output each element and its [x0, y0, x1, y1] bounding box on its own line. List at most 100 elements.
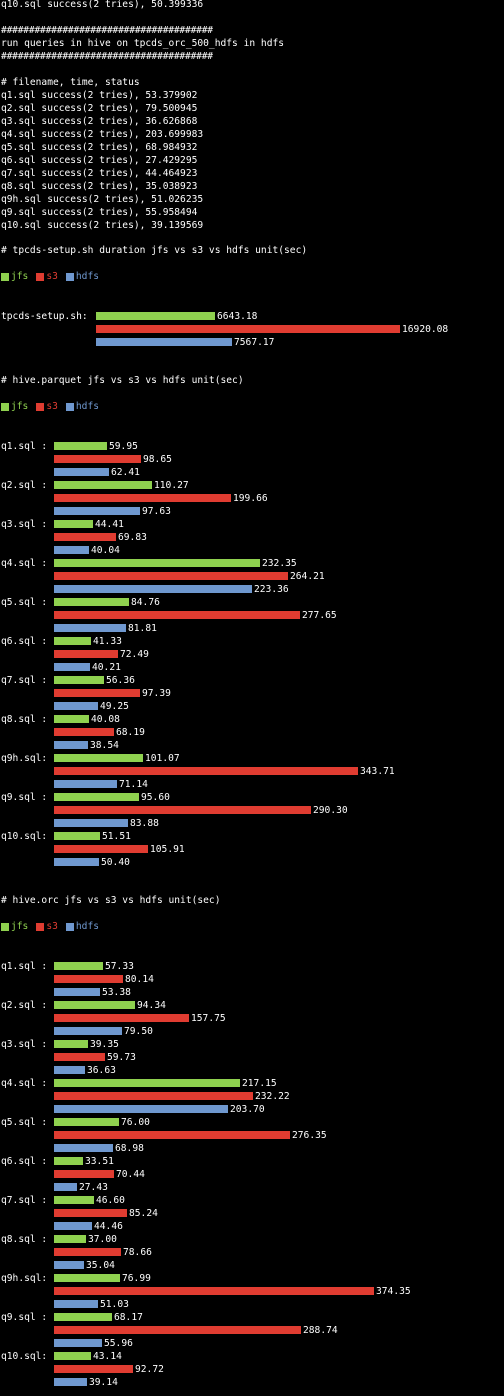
bar-hdfs	[54, 1105, 228, 1113]
bar-hdfs	[54, 507, 140, 515]
value-label-s3: 374.35	[376, 1286, 411, 1297]
value-label-hdfs: 38.54	[90, 740, 119, 751]
log-line: q2.sql success(2 tries), 79.500945	[1, 103, 198, 114]
chart-title: # hive.orc jfs vs s3 vs hdfs unit(sec)	[1, 895, 221, 906]
legend-swatch-s3	[36, 922, 45, 931]
legend-swatch-jfs	[1, 272, 9, 281]
bar-s3	[54, 689, 140, 697]
category-label: q8.sql :	[1, 714, 48, 725]
bar-s3	[54, 611, 300, 619]
category-label: q6.sql :	[1, 636, 48, 647]
value-label-s3: 199.66	[233, 493, 268, 504]
bar-s3	[54, 1248, 121, 1256]
value-label-s3: 98.65	[143, 454, 172, 465]
bar-hdfs	[54, 702, 98, 710]
value-label-jfs: 76.00	[121, 1117, 150, 1128]
bar-jfs	[54, 598, 129, 606]
value-label-hdfs: 62.41	[111, 467, 140, 478]
legend-item-jfs: jfs	[1, 270, 28, 283]
category-label: q6.sql :	[1, 1156, 48, 1167]
bar-jfs	[54, 637, 91, 645]
value-label-jfs: 57.33	[105, 961, 134, 972]
legend-swatch-hdfs	[65, 272, 74, 281]
value-label-jfs: 39.35	[90, 1039, 119, 1050]
log-line: ######################################	[1, 51, 213, 62]
legend-swatch-s3	[36, 272, 45, 281]
value-label-jfs: 41.33	[93, 636, 122, 647]
category-label: tpcds-setup.sh:	[1, 311, 88, 322]
log-line: q10.sql success(2 tries), 39.139569	[1, 220, 204, 231]
category-label: q9h.sql:	[1, 753, 48, 764]
bar-hdfs	[54, 1027, 122, 1035]
bar-s3	[54, 533, 116, 541]
value-label-s3: 97.39	[142, 688, 171, 699]
value-label-s3: 72.49	[120, 649, 149, 660]
legend-item-jfs: jfs	[1, 400, 28, 413]
bar-s3	[54, 1287, 374, 1295]
log-line: q5.sql success(2 tries), 68.984932	[1, 142, 198, 153]
legend-label-hdfs: hdfs	[75, 401, 99, 412]
value-label-s3: 70.44	[116, 1169, 145, 1180]
value-label-hdfs: 40.04	[91, 545, 120, 556]
value-label-jfs: 37.00	[88, 1234, 117, 1245]
legend: jfs s3 hdfs	[1, 400, 107, 413]
bar-hdfs	[96, 338, 232, 346]
value-label-s3: 157.75	[191, 1013, 226, 1024]
bar-s3	[96, 325, 400, 333]
bar-jfs	[54, 754, 143, 762]
bar-hdfs	[54, 819, 128, 827]
category-label: q2.sql :	[1, 480, 48, 491]
legend-label-s3: s3	[46, 401, 58, 412]
bar-jfs	[54, 1079, 240, 1087]
bar-jfs	[54, 1001, 135, 1009]
bar-s3	[54, 845, 148, 853]
value-label-jfs: 6643.18	[217, 311, 258, 322]
value-label-jfs: 46.60	[96, 1195, 125, 1206]
bar-hdfs	[54, 1300, 98, 1308]
log-line: q7.sql success(2 tries), 44.464923	[1, 168, 198, 179]
value-label-jfs: 51.51	[102, 831, 131, 842]
bar-jfs	[54, 1040, 88, 1048]
value-label-s3: 276.35	[292, 1130, 327, 1141]
value-label-s3: 264.21	[290, 571, 325, 582]
log-line: q8.sql success(2 tries), 35.038923	[1, 181, 198, 192]
category-label: q8.sql :	[1, 1234, 48, 1245]
bar-s3	[54, 494, 231, 502]
value-label-jfs: 101.07	[145, 753, 180, 764]
bar-hdfs	[54, 1261, 84, 1269]
value-label-s3: 16920.08	[402, 324, 449, 335]
bar-s3	[54, 975, 123, 983]
value-label-s3: 69.83	[118, 532, 147, 543]
value-label-s3: 277.65	[302, 610, 337, 621]
value-label-hdfs: 83.88	[130, 818, 159, 829]
value-label-s3: 85.24	[129, 1208, 158, 1219]
bar-s3	[54, 1170, 114, 1178]
value-label-hdfs: 55.96	[104, 1338, 133, 1349]
value-label-hdfs: 44.46	[94, 1221, 123, 1232]
log-line: q4.sql success(2 tries), 203.699983	[1, 129, 204, 140]
log-line: q3.sql success(2 tries), 36.626868	[1, 116, 198, 127]
bar-hdfs	[54, 663, 90, 671]
log-line: q6.sql success(2 tries), 27.429295	[1, 155, 198, 166]
value-label-jfs: 44.41	[95, 519, 124, 530]
value-label-jfs: 40.08	[91, 714, 120, 725]
bar-s3	[54, 1326, 301, 1334]
bar-jfs	[54, 442, 107, 450]
value-label-hdfs: 49.25	[100, 701, 129, 712]
bar-s3	[54, 806, 311, 814]
log-line: q9.sql success(2 tries), 55.958494	[1, 207, 198, 218]
bar-hdfs	[54, 1339, 102, 1347]
bar-jfs	[54, 559, 260, 567]
value-label-hdfs: 40.21	[92, 662, 121, 673]
bar-jfs	[54, 962, 103, 970]
value-label-jfs: 84.76	[131, 597, 160, 608]
bar-hdfs	[54, 741, 88, 749]
value-label-s3: 80.14	[125, 974, 154, 985]
bar-hdfs	[54, 1144, 113, 1152]
category-label: q1.sql :	[1, 961, 48, 972]
category-label: q7.sql :	[1, 675, 48, 686]
bar-hdfs	[54, 1378, 87, 1386]
value-label-hdfs: 68.98	[115, 1143, 144, 1154]
log-line: q10.sql success(2 tries), 50.399336	[1, 0, 204, 10]
